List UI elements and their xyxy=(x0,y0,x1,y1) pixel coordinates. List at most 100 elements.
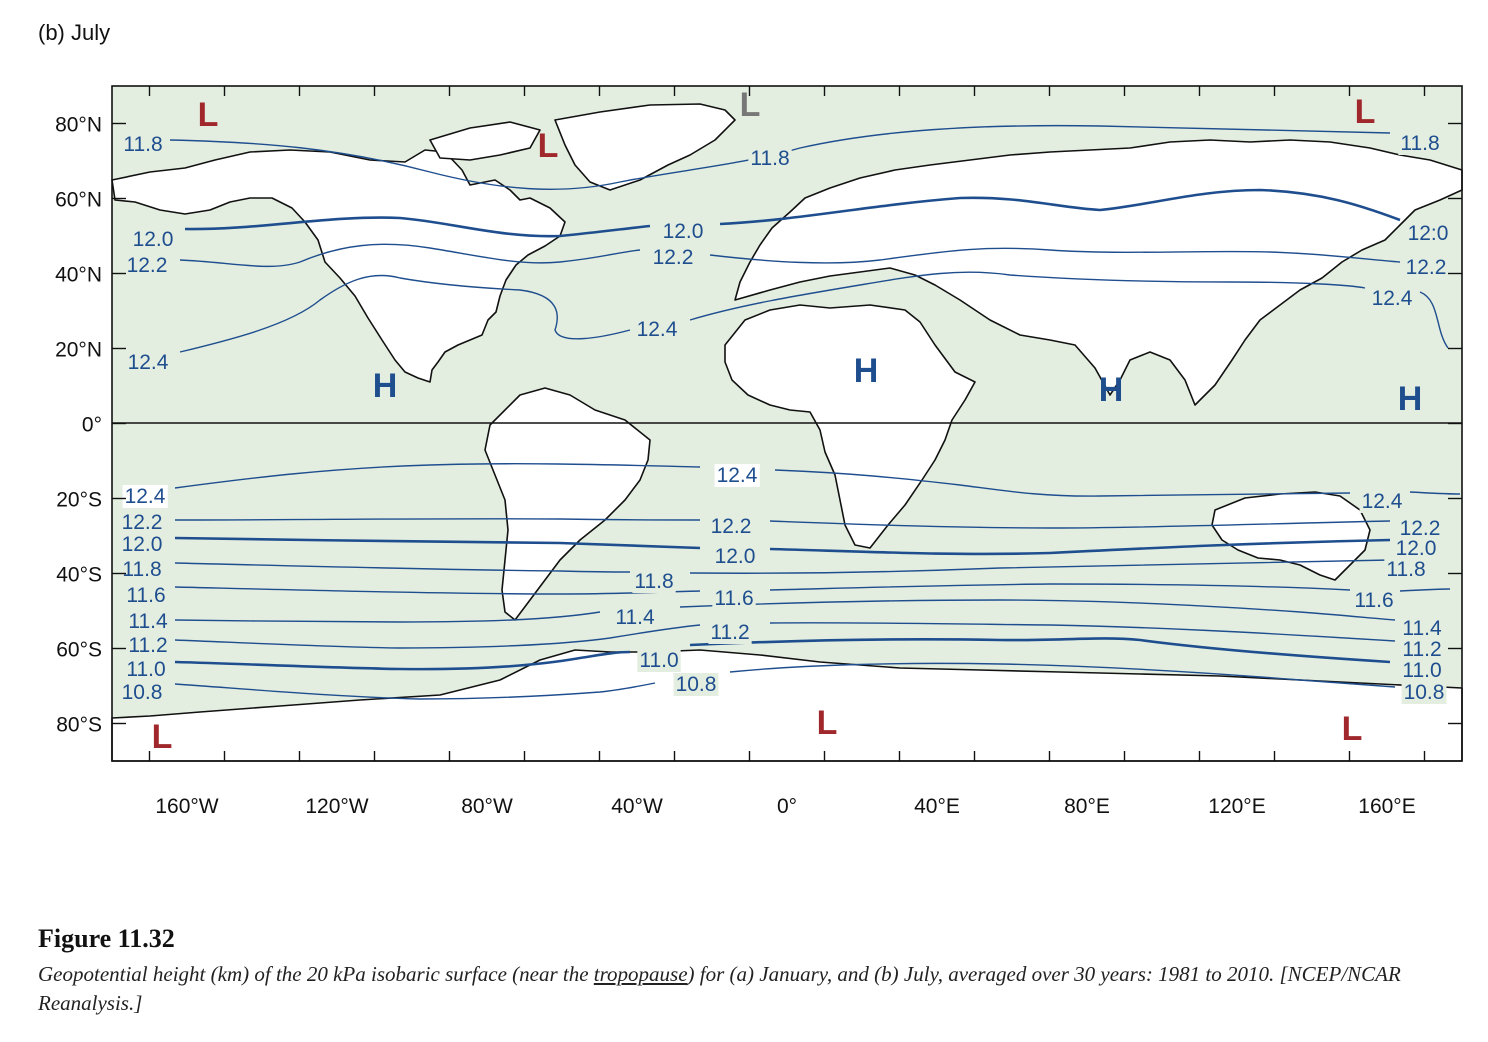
contour-label: 12.4 xyxy=(122,485,168,508)
contour-label: 11.8 xyxy=(120,558,164,581)
caption-text-before: Geopotential height (km) of the 20 kPa i… xyxy=(38,962,594,986)
longitude-label: 160°W xyxy=(155,795,218,818)
latitude-label: 80°S xyxy=(56,714,102,737)
contour-label-text: 12.4 xyxy=(1372,287,1413,310)
contour-label-bg xyxy=(712,545,758,568)
contour-label-text: 11.0 xyxy=(639,649,678,672)
figure-number: Figure 11.32 xyxy=(38,924,175,953)
caption-text: Geopotential height (km) of the 20 kPa i… xyxy=(38,960,1458,1018)
contour-label-text: 11.2 xyxy=(128,634,167,657)
contour-label: 11.6 xyxy=(712,587,756,610)
contour-label-bg xyxy=(1400,617,1444,640)
geopotential-height-map: 11.811.811.812.0 12.0 12:012.2 12.2 12.212.4… xyxy=(55,85,1463,819)
contour-label-text: 12:0 xyxy=(1408,222,1449,245)
contour-label-text: 11.4 xyxy=(615,606,655,629)
longitude-label: 80°W xyxy=(461,795,513,818)
contour-label: 10.8 xyxy=(119,681,165,704)
contour-label-bg xyxy=(126,634,170,657)
contour-label-bg xyxy=(1369,287,1415,310)
contour-label-bg xyxy=(1397,517,1443,540)
longitude-label: 40°W xyxy=(611,795,663,818)
contour-label-bg xyxy=(714,464,760,487)
contour-label: 12.2 xyxy=(124,254,170,277)
contour-label: 11.2 xyxy=(708,621,752,644)
contour-label-bg xyxy=(119,533,165,556)
land-masses xyxy=(111,103,1463,762)
contour-label: 12.0 xyxy=(712,545,758,568)
panel-label: (b) July xyxy=(38,20,111,45)
land-south-america xyxy=(484,387,651,621)
contour-label-bg xyxy=(1405,222,1451,245)
contour-label: 11.0 xyxy=(1400,659,1444,682)
contour-label-text: 11.2 xyxy=(710,621,749,644)
contour-label: 12:0 xyxy=(1405,222,1451,245)
contour-label: 11.4 xyxy=(1400,617,1444,640)
contour-label: 11.4 xyxy=(613,606,657,629)
contour-label: 12.2 xyxy=(1403,256,1449,279)
contour-label-text: 12.0 xyxy=(663,220,704,243)
contour-label-text: 12.0 xyxy=(122,533,163,556)
contour-label-bg xyxy=(1398,132,1442,155)
contour-label: 10.8 xyxy=(1401,681,1447,704)
contour-label-text: 12.2 xyxy=(711,515,752,538)
axis-tick-layer xyxy=(112,86,1462,761)
longitude-label: 120°W xyxy=(305,795,368,818)
contour-10-8-south xyxy=(174,662,1396,700)
contour-lines xyxy=(169,124,1461,700)
contour-label-text: 11.6 xyxy=(126,584,165,607)
contour-label: 12.0 xyxy=(1393,537,1439,560)
contour-label-text: 11.4 xyxy=(1402,617,1442,640)
contour-label: 12.4 xyxy=(714,464,760,487)
latitude-label: 20°S xyxy=(56,489,102,512)
contour-label-text: 11.4 xyxy=(128,610,168,633)
contour-label-text: 12.2 xyxy=(653,246,694,269)
contour-label-bg xyxy=(124,584,168,607)
contour-12-2-south xyxy=(174,518,1391,529)
contour-label-bg xyxy=(748,147,792,170)
contour-label: 12.0 xyxy=(130,228,176,251)
contour-label-bg xyxy=(1403,256,1449,279)
contour-label: 11.8 xyxy=(632,570,676,593)
contour-label: 11.0 xyxy=(124,658,168,681)
latitude-label: 60°S xyxy=(56,639,102,662)
low-pressure-center: L xyxy=(740,86,761,124)
contour-label-text: 11.0 xyxy=(1402,659,1441,682)
contour-label: 10.8 xyxy=(673,673,719,696)
contour-label-bg xyxy=(637,649,681,672)
contour-label-bg xyxy=(613,606,657,629)
contour-label-layer: 11.811.811.812.0 12.0 12:012.2 12.2 12.212.4… xyxy=(119,132,1451,704)
low-pressure-center: L xyxy=(152,718,173,756)
land-canadian-archipelago xyxy=(429,121,541,161)
contour-label-bg xyxy=(708,621,752,644)
latitude-label: 60°N xyxy=(55,189,102,212)
contour-label-text: 12.2 xyxy=(1400,517,1441,540)
contour-label-bg xyxy=(1384,558,1428,581)
contour-label-bg xyxy=(673,673,719,696)
contour-label-bg xyxy=(120,558,164,581)
contour-label-bg xyxy=(708,515,754,538)
axis-label-layer: 80°N 60°N 40°N 20°N 0° 20°S 40°S 60°S 80°S 160°W 1… xyxy=(55,114,1416,819)
contour-label: 12.0 xyxy=(119,533,165,556)
land-greenland xyxy=(554,103,736,191)
contour-label-text: 12.4 xyxy=(128,351,169,374)
contour-label-bg xyxy=(126,610,170,633)
contour-label-bg xyxy=(650,246,696,269)
contour-label-bg xyxy=(124,658,168,681)
contour-label-text: 12.4 xyxy=(125,485,166,508)
low-pressure-center: L xyxy=(817,704,838,742)
contour-label: 11.6 xyxy=(124,584,168,607)
contour-label-bg xyxy=(119,681,165,704)
contour-label-text: 11.6 xyxy=(714,587,753,610)
contour-11-4-south xyxy=(174,599,1396,623)
contour-label-text: 11.6 xyxy=(1354,589,1393,612)
contour-label: 12.2 xyxy=(650,246,696,269)
contour-label-text: 11.2 xyxy=(1402,638,1441,661)
map-border xyxy=(111,85,1463,762)
contour-label: 12.4 xyxy=(125,351,171,374)
contour-label-text: 11.8 xyxy=(123,133,162,156)
contour-label-text: 11.0 xyxy=(126,658,165,681)
contour-label-bg xyxy=(660,220,706,243)
contour-label-text: 12.4 xyxy=(1362,490,1403,513)
contour-label-bg xyxy=(1352,589,1396,612)
contour-label-bg xyxy=(1401,681,1447,704)
